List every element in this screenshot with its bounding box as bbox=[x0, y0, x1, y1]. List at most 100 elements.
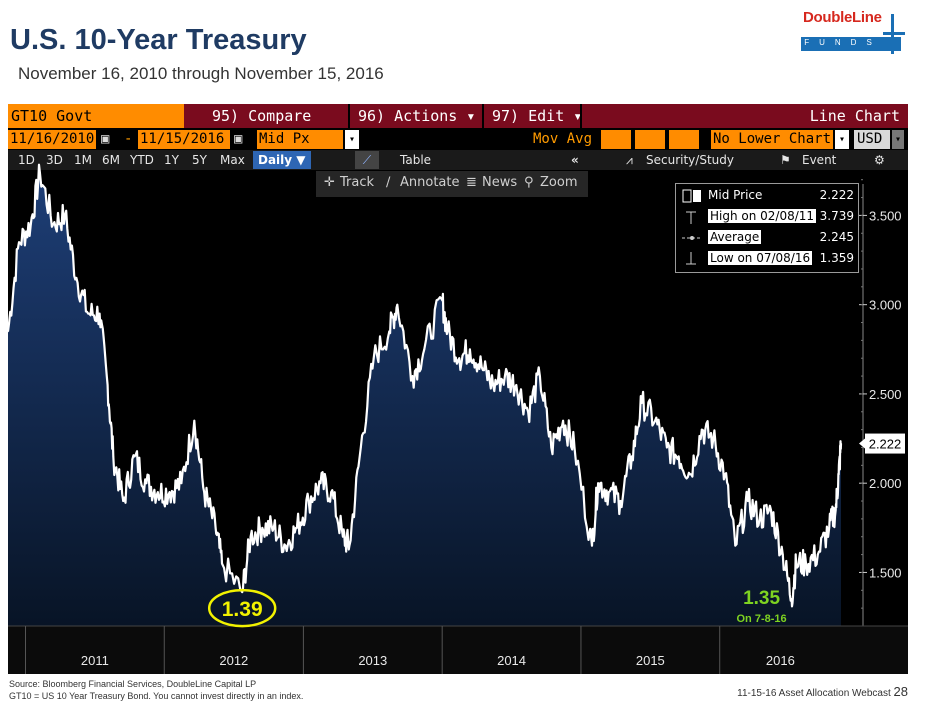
compare-button[interactable]: 95) Compare bbox=[212, 107, 312, 125]
start-date-field[interactable]: 11/16/2010 bbox=[8, 130, 96, 149]
lower-chart-select[interactable]: No Lower Chart bbox=[711, 130, 833, 149]
slide-title: U.S. 10-Year Treasury bbox=[10, 24, 307, 56]
edit-menu[interactable]: 97) Edit ▾ bbox=[492, 107, 583, 125]
range-tab[interactable]: 1M bbox=[74, 153, 92, 167]
data-point bbox=[261, 526, 264, 529]
crosshair-icon: ✛ bbox=[324, 175, 335, 190]
data-point bbox=[372, 357, 375, 360]
range-tab[interactable]: YTD bbox=[130, 153, 154, 167]
gear-icon[interactable]: ⚙ bbox=[874, 153, 885, 167]
data-point bbox=[296, 526, 298, 529]
data-point bbox=[330, 491, 333, 493]
legend-mid-icon bbox=[682, 189, 701, 203]
doubleline-logo: DoubleLine FUNDS bbox=[797, 8, 907, 56]
data-point bbox=[840, 442, 842, 445]
logo-funds-text: FUNDS bbox=[804, 38, 882, 47]
range-tab[interactable]: 3D bbox=[46, 153, 63, 167]
y-tick-label: 1.500 bbox=[869, 565, 902, 580]
collapse-button[interactable]: « bbox=[571, 153, 579, 167]
data-point bbox=[98, 312, 101, 315]
chart-toolbar: ✛ Track ∕ Annotate ≣ News ⚲ Zoom bbox=[316, 171, 588, 197]
security-study-button[interactable]: Security/Study bbox=[646, 153, 734, 167]
data-point bbox=[666, 446, 668, 449]
period-select[interactable]: Daily ▼ bbox=[253, 151, 311, 169]
data-point bbox=[515, 384, 518, 386]
annotate-button[interactable]: Annotate bbox=[400, 175, 460, 190]
data-point bbox=[640, 402, 643, 404]
data-point bbox=[597, 482, 599, 485]
track-button[interactable]: Track bbox=[340, 175, 375, 190]
legend-average-icon bbox=[682, 236, 702, 240]
mov-avg-field[interactable] bbox=[601, 130, 631, 149]
low-2016-note: On 7-8-16 bbox=[737, 613, 787, 625]
legend-high-icon bbox=[686, 211, 696, 224]
data-point bbox=[342, 535, 344, 538]
data-point bbox=[834, 509, 837, 511]
legend-row-mid: Mid Price 2.222 bbox=[676, 186, 860, 206]
actions-menu[interactable]: 96) Actions ▾ bbox=[358, 107, 476, 125]
y-tick-label: 3.000 bbox=[869, 298, 902, 313]
chart-icon: ⩘ bbox=[626, 153, 633, 167]
data-point bbox=[241, 591, 244, 593]
data-point bbox=[550, 446, 553, 449]
ticker-field[interactable]: GT10 Govt bbox=[8, 104, 184, 128]
news-icon: ≣ bbox=[466, 175, 477, 190]
data-point bbox=[272, 526, 275, 529]
data-point bbox=[156, 491, 159, 493]
data-point bbox=[307, 500, 310, 502]
data-point bbox=[689, 473, 691, 476]
mov-avg-field[interactable] bbox=[635, 130, 665, 149]
data-point bbox=[180, 482, 183, 485]
table-button[interactable]: Table bbox=[400, 153, 432, 167]
event-button[interactable]: Event bbox=[802, 153, 837, 167]
data-point bbox=[527, 410, 529, 413]
terminal-title-bar: GT10 Govt 95) Compare 96) Actions ▾ 97) … bbox=[8, 104, 908, 128]
low-2012-label: 1.39 bbox=[222, 598, 263, 621]
webcast-footer: 11-15-16 Asset Allocation Webcast 28 bbox=[737, 684, 908, 699]
mov-avg-field[interactable] bbox=[669, 130, 699, 149]
data-point bbox=[700, 428, 703, 431]
data-point bbox=[75, 277, 78, 279]
price-field-select[interactable]: Mid Px bbox=[257, 130, 343, 149]
zoom-button[interactable]: Zoom bbox=[540, 175, 578, 190]
legend-row-average: Average 2.245 bbox=[676, 228, 860, 248]
legend-low-icon bbox=[686, 252, 696, 265]
low-2016-label: 1.35 bbox=[743, 588, 780, 609]
calendar-icon[interactable]: ▣ bbox=[101, 131, 110, 147]
range-tab[interactable]: 5Y bbox=[192, 153, 207, 167]
data-point bbox=[781, 553, 784, 556]
data-point bbox=[770, 509, 772, 511]
end-date-field[interactable]: 11/15/2016 bbox=[138, 130, 230, 149]
currency-select[interactable]: USD bbox=[854, 130, 890, 149]
data-point bbox=[39, 171, 41, 174]
last-price-pointer bbox=[859, 438, 865, 449]
last-price-tag bbox=[865, 433, 905, 454]
chevron-down-icon[interactable]: ▾ bbox=[835, 130, 849, 149]
data-point bbox=[214, 526, 217, 529]
y-tick-label: 2.000 bbox=[869, 476, 902, 491]
data-point bbox=[469, 348, 471, 351]
data-point bbox=[504, 375, 506, 377]
news-button[interactable]: News bbox=[482, 175, 518, 190]
y-tick-label: 3.500 bbox=[869, 208, 902, 223]
range-tab[interactable]: 1D bbox=[18, 153, 35, 167]
chevron-down-icon[interactable]: ▾ bbox=[345, 130, 359, 149]
data-point bbox=[816, 553, 819, 556]
chart-type-label[interactable]: Line Chart bbox=[809, 107, 900, 125]
data-point bbox=[677, 455, 680, 458]
index-note: GT10 = US 10 Year Treasury Bond. You can… bbox=[9, 691, 304, 701]
data-point bbox=[573, 446, 576, 449]
range-tab[interactable]: Max bbox=[220, 153, 245, 167]
last-price-label: 2.222 bbox=[869, 437, 902, 452]
range-tab[interactable]: 6M bbox=[102, 153, 120, 167]
chevron-down-icon[interactable]: ▾ bbox=[892, 130, 904, 149]
range-tab[interactable]: 1Y bbox=[164, 153, 179, 167]
line-chart-icon[interactable]: ⟋ bbox=[355, 151, 379, 169]
calendar-icon[interactable]: ▣ bbox=[234, 131, 243, 147]
data-point bbox=[388, 330, 391, 333]
data-point bbox=[52, 223, 55, 226]
data-point bbox=[828, 526, 831, 529]
data-point bbox=[411, 375, 414, 377]
data-point bbox=[654, 419, 656, 422]
data-point bbox=[193, 419, 196, 422]
